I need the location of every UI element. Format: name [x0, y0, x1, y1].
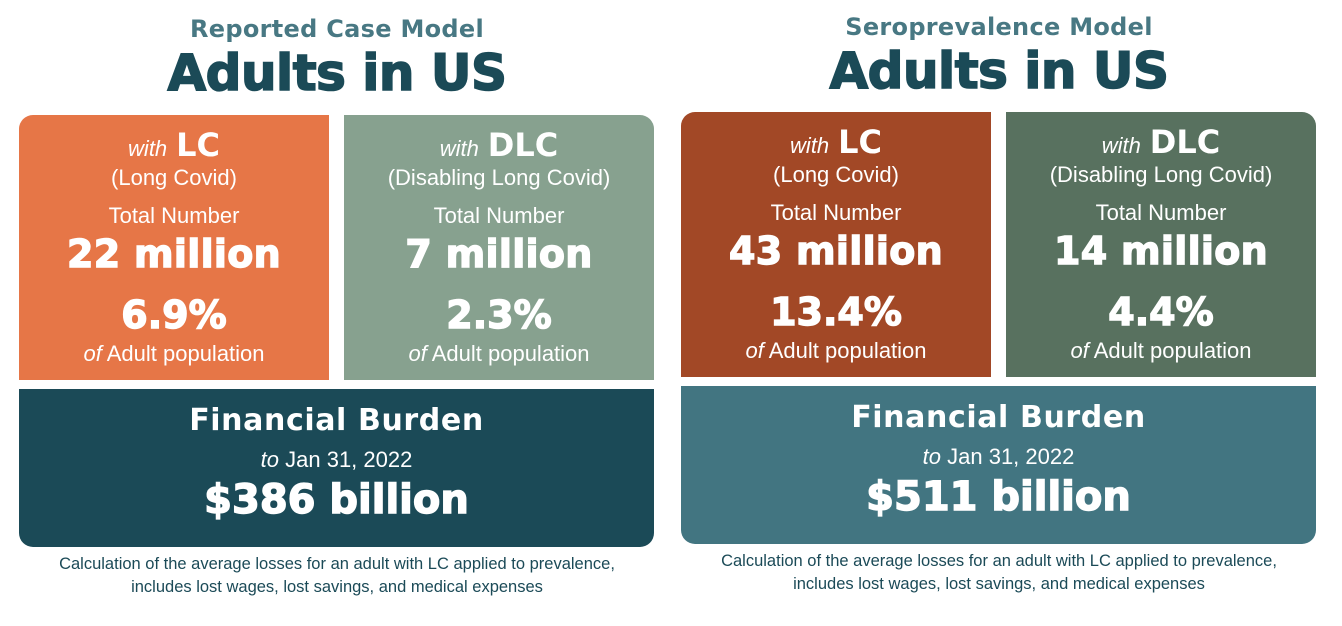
of-word: of — [745, 338, 764, 363]
dlc-population-caption: of Adult population — [344, 341, 654, 367]
financial-burden-card: Financial Burden to Jan 31, 2022 $386 bi… — [19, 389, 654, 547]
date-value: Jan 31, 2022 — [285, 447, 413, 472]
financial-burden-date: to Jan 31, 2022 — [681, 444, 1316, 470]
dlc-heading: with DLC — [344, 127, 654, 167]
lc-total-number: 22 million — [66, 231, 281, 276]
date-value: Jan 31, 2022 — [947, 444, 1075, 469]
total-number-label: Total Number — [770, 200, 902, 225]
lc-population-caption: of Adult population — [681, 338, 991, 364]
total-number-label: Total Number — [108, 203, 240, 228]
dlc-abbreviation: DLC — [1149, 123, 1221, 161]
dlc-stat-card: with DLC (Disabling Long Covid) Total Nu… — [344, 115, 654, 380]
population-label: Adult population — [768, 338, 927, 363]
lc-heading: with LC — [681, 124, 991, 164]
dlc-abbreviation: DLC — [487, 126, 559, 164]
of-word: of — [1070, 338, 1089, 363]
with-word: with — [439, 136, 479, 161]
dlc-full-name: (Disabling Long Covid) — [1049, 162, 1273, 187]
lc-full-name: (Long Covid) — [111, 165, 237, 190]
with-word: with — [1101, 133, 1141, 158]
dlc-percent: 2.3% — [446, 292, 553, 337]
financial-burden-title: Financial Burden — [189, 403, 484, 438]
of-word: of — [83, 341, 102, 366]
footnote-line-1: Calculation of the average losses for an… — [721, 552, 1277, 570]
of-word: of — [408, 341, 427, 366]
panel-headline: Adults in US — [829, 41, 1170, 101]
financial-burden-card: Financial Burden to Jan 31, 2022 $511 bi… — [681, 386, 1316, 544]
population-label: Adult population — [1093, 338, 1252, 363]
total-number-label: Total Number — [433, 203, 565, 228]
lc-percent: 6.9% — [121, 292, 228, 337]
dlc-full-name: (Disabling Long Covid) — [387, 165, 611, 190]
population-label: Adult population — [106, 341, 265, 366]
dlc-heading: with DLC — [1006, 124, 1316, 164]
with-word: with — [790, 133, 830, 158]
lc-population-caption: of Adult population — [19, 341, 329, 367]
lc-total-number: 43 million — [728, 228, 943, 273]
seroprevalence-model-panel: Seroprevalence Model Adults in US with L… — [681, 0, 1317, 626]
lc-abbreviation: LC — [838, 123, 882, 161]
financial-burden-title: Financial Burden — [851, 400, 1146, 435]
footnote-line-1: Calculation of the average losses for an… — [59, 555, 615, 573]
footnote-line-2: includes lost wages, lost savings, and m… — [131, 578, 543, 596]
with-word: with — [128, 136, 168, 161]
lc-stat-card: with LC (Long Covid) Total Number 22 mil… — [19, 115, 329, 380]
footnote: Calculation of the average losses for an… — [19, 553, 655, 599]
lc-stat-card: with LC (Long Covid) Total Number 43 mil… — [681, 112, 991, 377]
dlc-total-number: 14 million — [1053, 228, 1268, 273]
panel-subtitle: Reported Case Model — [189, 15, 485, 43]
to-word: to — [922, 444, 941, 469]
financial-burden-date: to Jan 31, 2022 — [19, 447, 654, 473]
footnote: Calculation of the average losses for an… — [681, 550, 1317, 596]
dlc-total-number: 7 million — [405, 231, 593, 276]
financial-burden-amount: $386 billion — [203, 476, 469, 523]
lc-percent: 13.4% — [769, 289, 902, 334]
panel-subtitle: Seroprevalence Model — [845, 13, 1153, 41]
dlc-percent: 4.4% — [1108, 289, 1215, 334]
financial-burden-amount: $511 billion — [865, 473, 1131, 520]
dlc-stat-card: with DLC (Disabling Long Covid) Total Nu… — [1006, 112, 1316, 377]
panel-headline: Adults in US — [167, 43, 508, 103]
to-word: to — [260, 447, 279, 472]
footnote-line-2: includes lost wages, lost savings, and m… — [793, 575, 1205, 593]
dlc-population-caption: of Adult population — [1006, 338, 1316, 364]
total-number-label: Total Number — [1095, 200, 1227, 225]
lc-full-name: (Long Covid) — [773, 162, 899, 187]
lc-heading: with LC — [19, 127, 329, 167]
lc-abbreviation: LC — [176, 126, 220, 164]
reported-case-model-panel: Reported Case Model Adults in US with LC… — [19, 0, 655, 626]
population-label: Adult population — [431, 341, 590, 366]
